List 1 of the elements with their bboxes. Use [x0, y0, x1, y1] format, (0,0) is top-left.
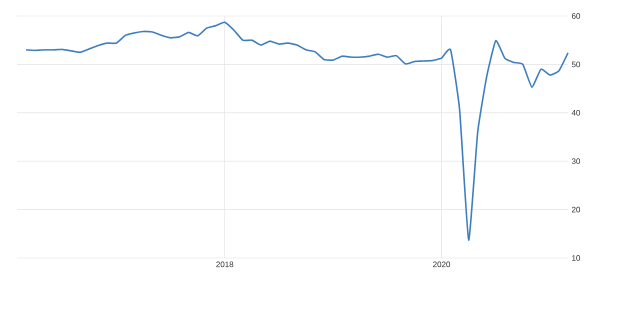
line-series [25, 21, 569, 241]
